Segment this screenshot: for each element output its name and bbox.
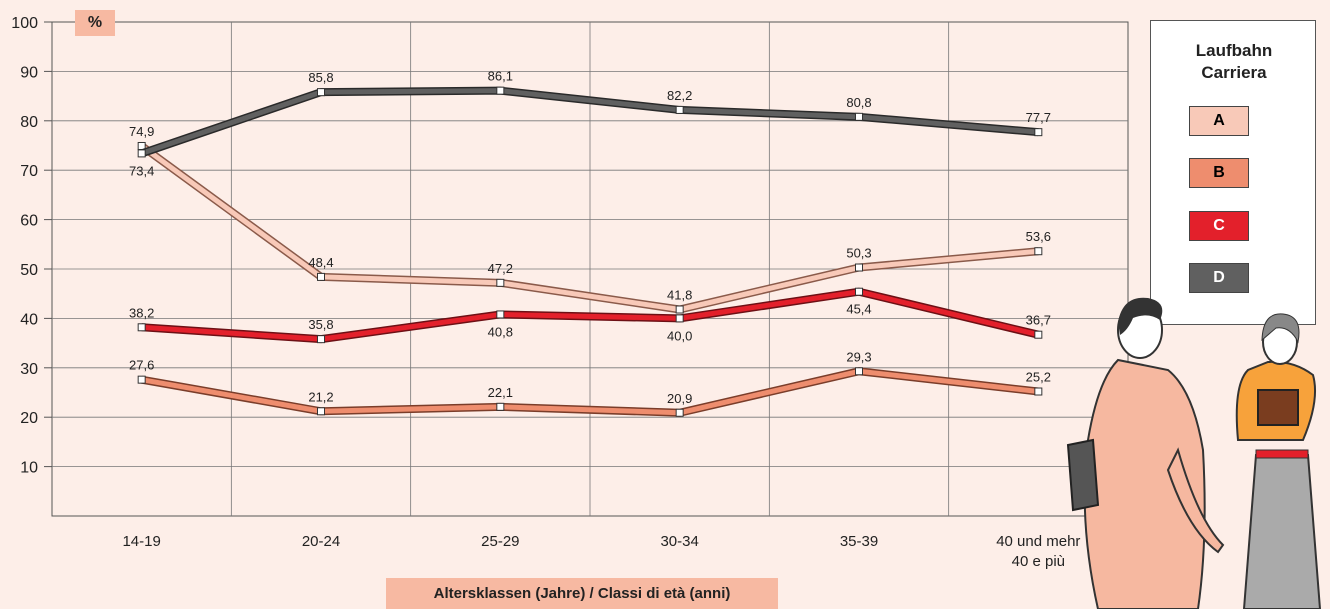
x-axis-title: Altersklassen (Jahre) / Classi di età (a… [386,578,778,609]
data-point [137,149,146,158]
data-label: 85,8 [308,70,333,85]
legend-item-a: A [1189,106,1249,136]
data-point [855,367,863,376]
y-tick-label: 70 [20,163,38,180]
data-label: 47,2 [488,261,513,276]
data-point [675,314,684,323]
data-label: 82,2 [667,88,692,103]
data-point [317,335,325,344]
data-point [675,105,684,114]
x-tick-labels: 14-19 20-24 25-29 30-34 35-39 40 und mehr 40 e… [122,533,1080,570]
data-label: 27,6 [129,358,154,373]
data-point [496,310,505,319]
legend-title-line1: Laufbahn [1195,41,1273,60]
data-label: 21,2 [308,389,333,404]
data-point [137,375,146,384]
data-label: 40,0 [667,328,692,343]
x-tick-label: 30-34 [660,533,698,550]
data-label: 74,9 [129,124,154,139]
legend-title-line2: Carriera [1201,63,1267,82]
grid-lines [51,21,1129,517]
data-label: 41,8 [667,288,692,303]
people-illustration [1066,297,1322,609]
data-label: 48,4 [308,255,333,270]
y-tick-label: 30 [20,361,38,378]
data-point [496,86,505,95]
data-label: 80,8 [846,95,871,110]
y-tick-labels: 100 90 80 70 60 50 40 30 20 10 [11,15,52,477]
data-point [317,272,325,281]
data-label: 29,3 [846,349,871,364]
data-point [317,407,325,416]
series-line-b [141,368,1039,416]
y-unit-label: % [75,10,115,36]
series-lines [137,86,1043,417]
data-point [675,408,684,417]
data-point [1034,330,1043,339]
data-label: 36,7 [1026,313,1051,328]
legend: Laufbahn Carriera A B C D [1150,20,1316,325]
data-label: 53,6 [1026,229,1051,244]
x-tick-label-line2: 40 e più [1012,553,1065,570]
data-label: 40,8 [488,324,513,339]
data-label: 73,4 [129,163,154,178]
data-label: 22,1 [488,385,513,400]
legend-item-d: D [1189,263,1249,293]
data-point [855,112,863,121]
x-tick-label: 35-39 [840,533,878,550]
data-label: 77,7 [1026,110,1051,125]
data-point [317,88,325,97]
legend-item-c: C [1189,211,1249,241]
series-line-c [141,289,1039,342]
y-tick-label: 50 [20,262,38,279]
data-label: 45,4 [846,302,871,317]
y-tick-label: 80 [20,114,38,131]
data-point [675,305,684,314]
data-label: 35,8 [308,317,333,332]
data-label: 20,9 [667,391,692,406]
x-tick-label: 14-19 [122,533,160,550]
y-tick-label: 40 [20,311,38,328]
y-tick-label: 90 [20,64,38,81]
data-point [496,278,505,287]
legend-item-b: B [1189,158,1249,188]
data-label: 25,2 [1026,370,1051,385]
y-tick-label: 20 [20,410,38,427]
data-point [855,263,863,272]
data-label: 38,2 [129,305,154,320]
data-labels: 74,9 48,4 47,2 41,8 50,3 53,6 27,6 21,2 22,1 20,9… [129,69,1051,406]
series-line-a [140,143,1039,313]
y-tick-label: 100 [11,15,38,32]
data-point [855,287,863,296]
y-tick-label: 10 [20,460,38,477]
data-label: 50,3 [846,246,871,261]
data-point [1034,387,1043,396]
x-tick-label: 40 und mehr [996,533,1080,550]
data-point [1034,128,1043,137]
data-point [1034,247,1043,256]
data-point [137,323,146,332]
data-label: 86,1 [488,69,513,84]
x-tick-label: 25-29 [481,533,519,550]
series-line-d [140,88,1039,156]
data-point [496,402,505,411]
y-tick-label: 60 [20,213,38,230]
x-tick-label: 20-24 [302,533,340,550]
